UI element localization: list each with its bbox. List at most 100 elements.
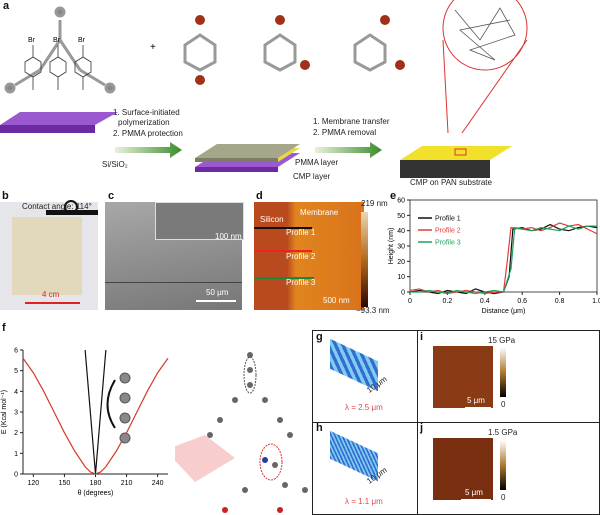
step1-line3: 2. PMMA protection <box>113 129 183 138</box>
rotation-arrow-icon <box>106 379 116 429</box>
modulus-map-j <box>433 438 493 500</box>
contact-angle-label: Contact angle: 114° <box>22 202 92 211</box>
cmp-on-pan-block <box>400 146 512 178</box>
series-line-2 <box>22 357 169 475</box>
j-scale: 5 μm <box>465 488 483 497</box>
triethynylbenzene-molecule <box>4 6 116 94</box>
x-tick-label: 0.4 <box>480 298 490 305</box>
step2-line2: 2. PMMA removal <box>313 128 377 137</box>
x-tick-label: 0 <box>408 298 412 305</box>
sem-inset <box>155 202 244 240</box>
y-tick-label: 5 <box>14 368 18 375</box>
x-tick-label: 1.0 <box>592 298 600 305</box>
membrane-photo <box>0 200 98 310</box>
j-scale-bar <box>461 499 491 501</box>
x-tick-label: 0.6 <box>517 298 527 305</box>
y-axis-label: E (Kcal mol⁻¹) <box>1 390 8 434</box>
panel-label-h: h <box>316 422 323 434</box>
colorbar-max: 219 nm <box>361 199 388 208</box>
sem-scale-bar <box>196 300 236 302</box>
plus-sign: + <box>150 42 156 53</box>
panel-label-d: d <box>256 190 263 202</box>
dibromobenzene-molecules <box>183 15 405 85</box>
cmp-network-zoom <box>442 0 528 134</box>
y-tick-label: 4 <box>14 389 18 396</box>
i-scale-bar <box>465 407 491 409</box>
y-tick-label: 3 <box>14 410 18 417</box>
inset-scale-label: 100 nm <box>215 232 242 241</box>
substrate-label: Si/SiO₂ <box>102 160 128 169</box>
amide-plane <box>175 435 235 482</box>
panel-label-j: j <box>420 422 424 434</box>
x-tick-label: 120 <box>28 480 40 487</box>
alkyne-rotation-model <box>106 372 131 444</box>
x-tick-label: 240 <box>152 480 164 487</box>
y-tick-label: 40 <box>397 228 405 235</box>
y-tick-label: 6 <box>14 348 18 355</box>
br-label: Br <box>53 37 61 44</box>
arrow-step-2 <box>315 142 382 158</box>
y-tick-label: 50 <box>397 213 405 220</box>
legend-label: Profile 3 <box>435 240 461 247</box>
br-label: Br <box>78 37 86 44</box>
i-cbar-min: 0 <box>501 400 506 409</box>
x-axis-label: θ (degrees) <box>78 490 114 497</box>
series-line-2 <box>409 222 598 295</box>
profile-3-label: Profile 3 <box>286 278 316 287</box>
j-colorbar <box>500 440 506 490</box>
panel-label-g: g <box>316 331 323 343</box>
panel-label-b: b <box>2 190 9 202</box>
y-tick-label: 1 <box>14 451 18 458</box>
step2-line1: 1. Membrane transfer <box>313 117 390 126</box>
profile-1-label: Profile 1 <box>286 228 316 237</box>
y-tick-label: 2 <box>14 430 18 437</box>
panel-label-f: f <box>2 322 6 334</box>
height-colorbar <box>361 212 368 307</box>
j-cbar-max: 1.5 GPa <box>488 428 518 437</box>
x-tick-label: 0.8 <box>555 298 565 305</box>
x-tick-label: 210 <box>121 480 133 487</box>
x-tick-label: 180 <box>90 480 102 487</box>
y-axis-label: Height (nm) <box>388 228 395 265</box>
x-axis-label: Distance (μm) <box>482 308 526 315</box>
energy-chart: 120 150 180 210 240 0 1 2 3 4 5 6 θ (degrees) E (Kcal… <box>1 348 169 497</box>
legend-label: Profile 1 <box>435 216 461 223</box>
panel-label-a: a <box>3 0 10 12</box>
substrate-si-sio2: Br Br Br <box>0 37 118 133</box>
j-cbar-min: 0 <box>501 493 506 502</box>
arrow-step-1 <box>115 142 182 158</box>
panel-a-schematic: + Br Br Br <box>0 0 528 178</box>
sem-image <box>105 202 244 310</box>
sem-scale-label: 50 μm <box>206 288 229 297</box>
series-line-1 <box>409 223 598 295</box>
legend-label: Profile 2 <box>435 228 461 235</box>
x-tick-label: 150 <box>59 480 71 487</box>
cmp-on-pan-label: CMP on PAN substrate <box>410 178 492 187</box>
y-tick-label: 20 <box>397 259 405 266</box>
step1-line2: polymerization <box>118 118 170 127</box>
x-tick-label: 0.2 <box>443 298 453 305</box>
step1-line1: 1. Surface-initiated <box>113 108 180 117</box>
i-scale: 5 μm <box>467 396 485 405</box>
size-label: 4 cm <box>42 290 60 299</box>
pmma-layer-label: PMMA layer <box>295 158 339 167</box>
y-tick-label: 0 <box>401 290 405 297</box>
panel-label-e: e <box>390 190 397 202</box>
afm-image <box>254 202 364 310</box>
colorbar-min: −93.3 nm <box>356 306 390 315</box>
i-colorbar <box>500 347 506 397</box>
y-tick-label: 30 <box>397 244 405 251</box>
profile-2-label: Profile 2 <box>286 252 316 261</box>
y-tick-label: 60 <box>397 198 405 205</box>
i-cbar-max: 15 GPa <box>488 336 516 345</box>
y-tick-label: 10 <box>397 274 405 281</box>
h-lambda: λ = 1.1 μm <box>345 497 383 506</box>
panel-label-i: i <box>420 331 424 343</box>
cmp-layer-label: CMP layer <box>293 172 331 181</box>
y-tick-label: 0 <box>14 472 18 479</box>
molecular-models <box>175 352 308 513</box>
triethynyl-model <box>207 352 293 438</box>
series-line-3 <box>410 225 597 295</box>
br-label: Br <box>28 37 36 44</box>
